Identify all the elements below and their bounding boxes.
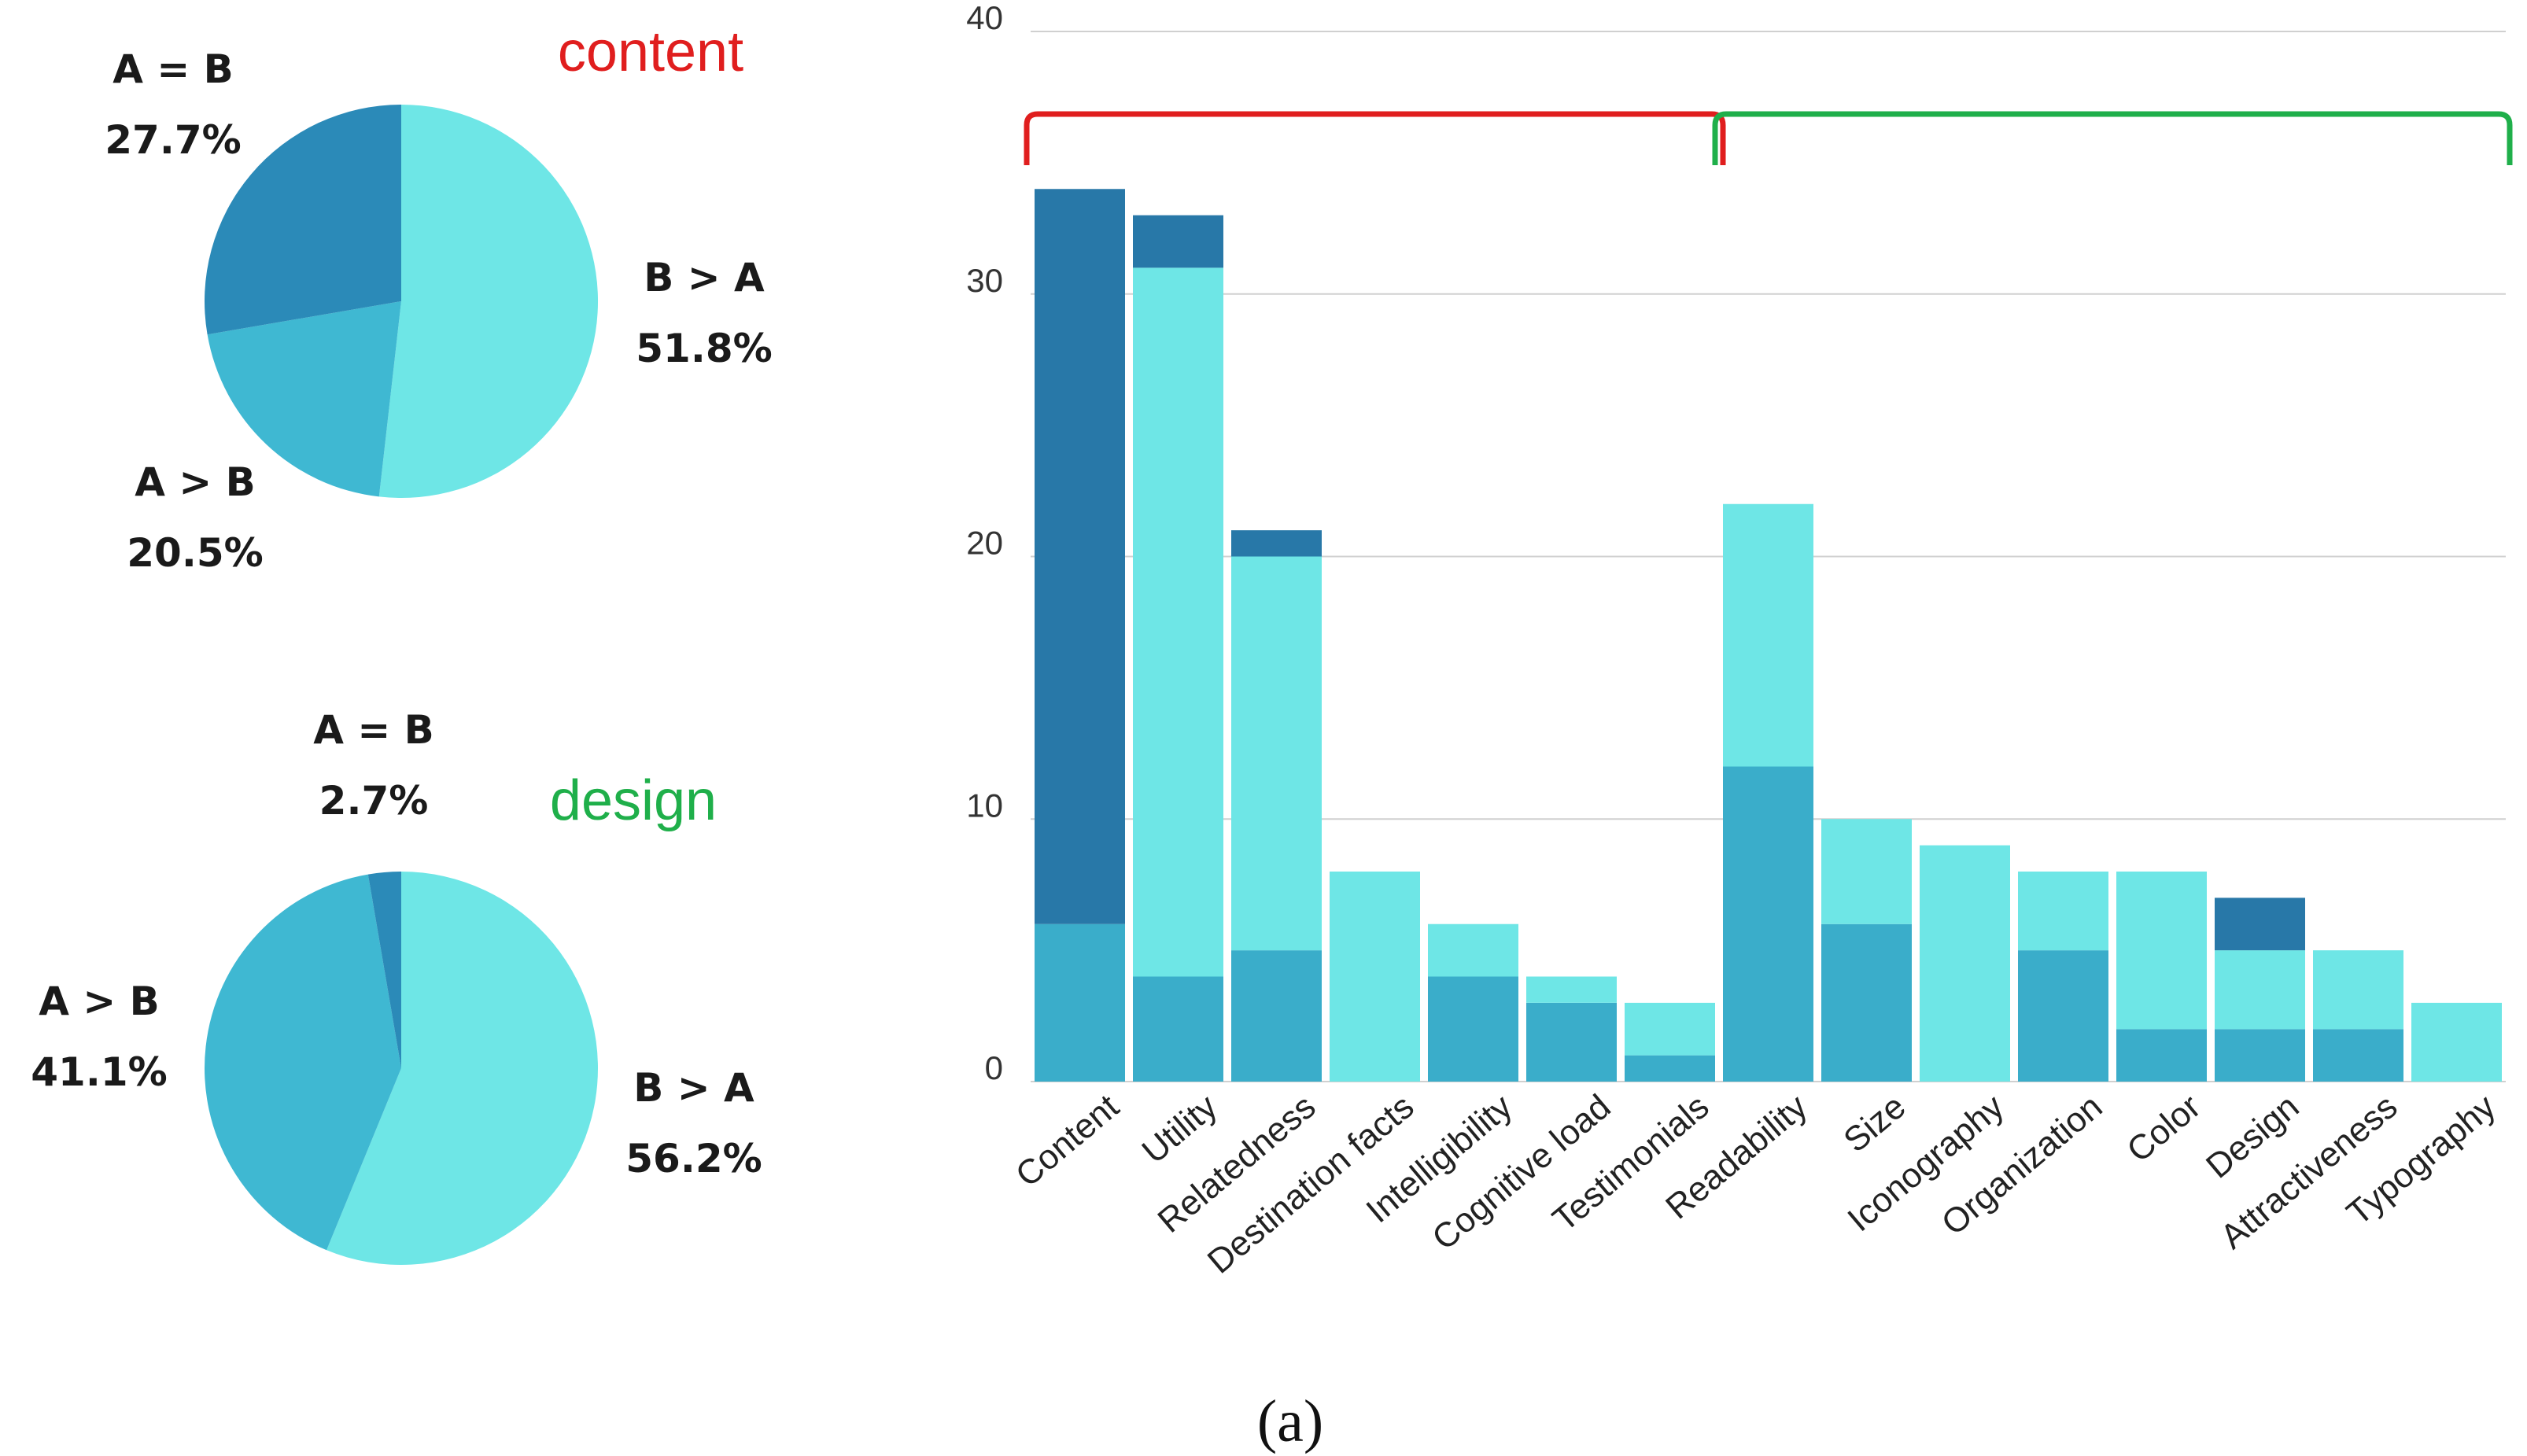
bar-segment-iconography <box>1920 845 2010 1082</box>
content-pie-pct-equal: 27.7% <box>105 117 241 163</box>
design-group-bracket <box>1712 111 2513 165</box>
bar-segment-organization <box>2018 872 2108 951</box>
bar-segment-content <box>1035 189 1125 924</box>
bar-segment-design <box>2215 1029 2305 1082</box>
bar-segment-color <box>2116 872 2207 1030</box>
bar-chart-y-axis: 0 10 20 30 40 <box>966 0 1003 1086</box>
x-tick-label: Color <box>2119 1087 2208 1170</box>
bar-segment-organization <box>2018 950 2108 1082</box>
figure-caption: (a) <box>1257 1388 1323 1454</box>
bar-segment-utility <box>1133 267 1223 977</box>
x-tick-label: Utility <box>1135 1087 1225 1171</box>
bar-segment-intelligibility <box>1428 923 1518 977</box>
bar-segment-cognitive-load <box>1526 1002 1617 1082</box>
content-pie-pct-b-gt-a: 51.8% <box>636 326 772 371</box>
design-pie-label-equal: A = B <box>313 707 434 753</box>
design-pie-slice-A-eq-B <box>367 872 401 1068</box>
bar-segment-color <box>2116 1029 2207 1082</box>
design-pie-slice-A-gt-B <box>205 874 401 1251</box>
design-pie-slice-B-gt-A <box>326 872 599 1265</box>
design-pie-pct-b-gt-a: 56.2% <box>625 1136 762 1181</box>
design-pie-pct-equal: 2.7% <box>319 778 429 824</box>
bar-segment-design <box>2215 950 2305 1030</box>
bar-segment-readability <box>1723 503 1813 767</box>
y-tick-label: 0 <box>985 1049 1003 1086</box>
content-pie-slice-B-gt-A <box>378 105 599 498</box>
content-pie-pct-a-gt-b: 20.5% <box>127 530 263 576</box>
bar-chart-bars <box>1035 189 2502 1082</box>
x-tick-label: Size <box>1836 1087 1913 1160</box>
bar-segment-testimonials <box>1625 1055 1715 1082</box>
design-pie-pct-a-gt-b: 41.1% <box>31 1049 167 1095</box>
y-tick-label: 20 <box>966 525 1003 562</box>
design-pie-label-b-gt-a: B > A <box>633 1065 754 1111</box>
bar-segment-size <box>1821 923 1912 1082</box>
content-pie-label-equal: A = B <box>113 46 234 92</box>
bar-segment-content <box>1035 923 1125 1082</box>
bar-segment-typography <box>2411 1002 2502 1082</box>
content-pie-label-a-gt-b: A > B <box>135 459 256 505</box>
content-pie-slice-A-gt-B <box>207 301 401 497</box>
bar-segment-utility <box>1133 976 1223 1082</box>
y-tick-label: 40 <box>966 0 1003 36</box>
design-pie-title: design <box>550 769 717 832</box>
bar-segment-testimonials <box>1625 1002 1715 1056</box>
bar-segment-relatedness <box>1231 530 1322 557</box>
bar-segment-attractiveness <box>2313 950 2403 1030</box>
design-pie-chart <box>205 872 599 1265</box>
bar-segment-intelligibility <box>1428 976 1518 1082</box>
bar-segment-utility <box>1133 215 1223 268</box>
x-tick-label: Attractiveness <box>2213 1087 2404 1256</box>
content-pie-slice-A-eq-B <box>205 105 401 335</box>
bar-segment-design <box>2215 898 2305 951</box>
design-pie-label-a-gt-b: A > B <box>39 979 160 1024</box>
bar-segment-size <box>1821 819 1912 924</box>
bar-segment-cognitive-load <box>1526 976 1617 1003</box>
bar-segment-relatedness <box>1231 556 1322 951</box>
content-pie-label-b-gt-a: B > A <box>644 255 765 300</box>
y-tick-label: 30 <box>966 262 1003 299</box>
bar-chart-group-brackets <box>1024 111 2513 165</box>
bar-segment-attractiveness <box>2313 1029 2403 1082</box>
y-tick-label: 10 <box>966 787 1003 824</box>
content-pie-chart <box>205 105 599 498</box>
content-group-bracket <box>1024 111 1726 165</box>
content-pie-title: content <box>558 20 743 83</box>
bar-segment-readability <box>1723 766 1813 1082</box>
bar-segment-relatedness <box>1231 950 1322 1082</box>
bar-segment-destination-facts <box>1330 872 1420 1082</box>
x-tick-label: Content <box>1009 1087 1127 1195</box>
